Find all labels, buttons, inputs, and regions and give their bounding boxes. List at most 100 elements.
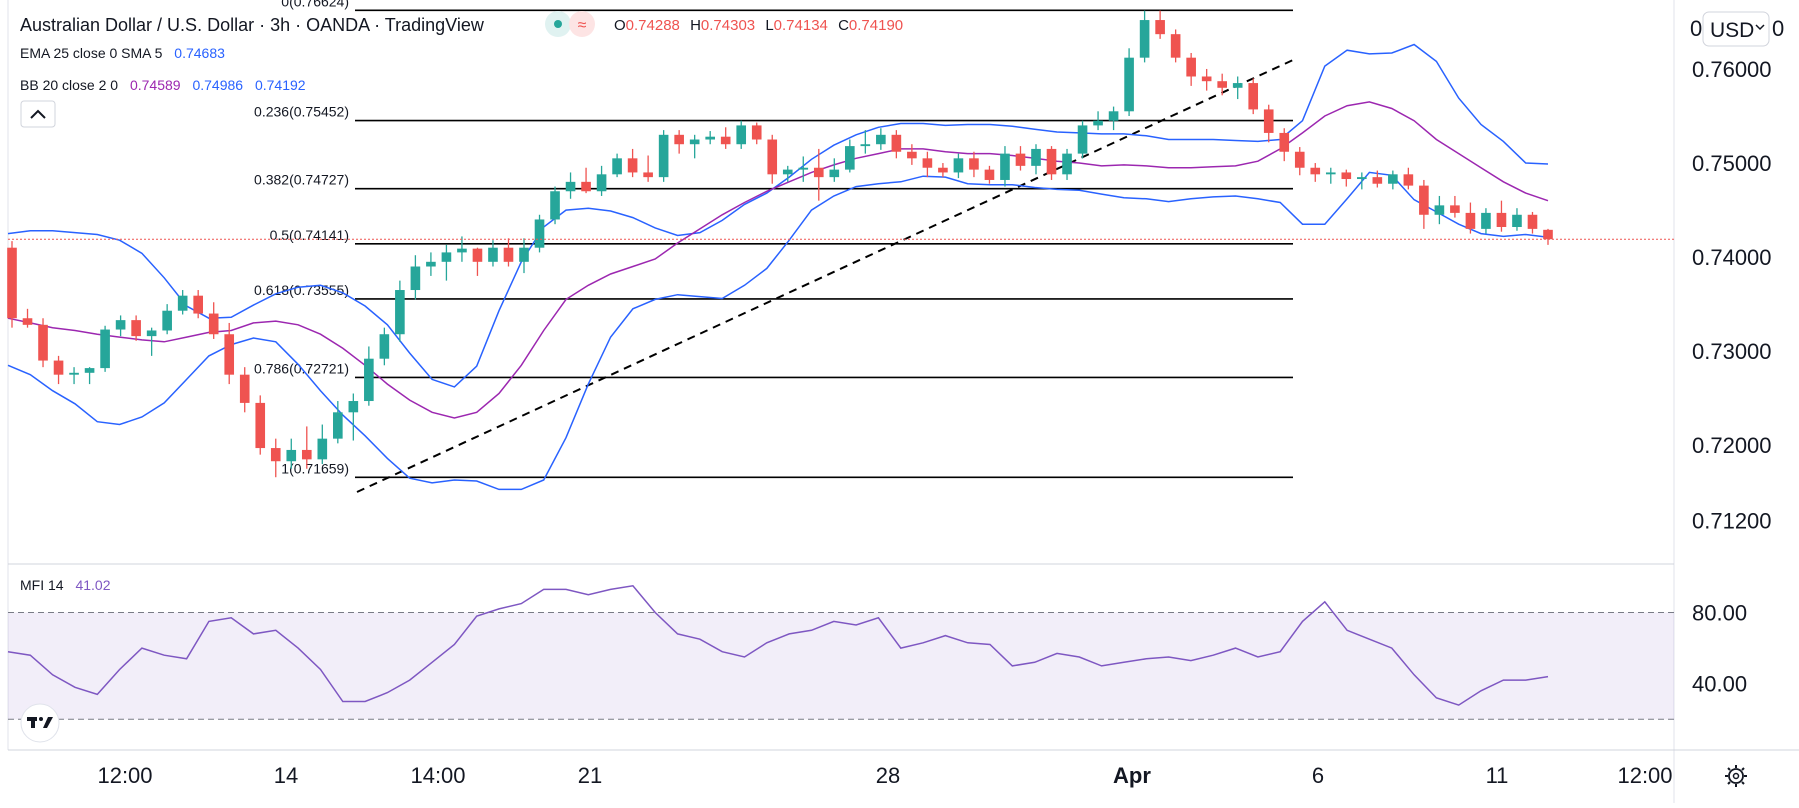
candle-body — [53, 360, 64, 375]
candle-body — [317, 438, 328, 460]
time-tick-label: 28 — [876, 763, 900, 788]
bb-upper-value: 0.74986 — [192, 77, 243, 93]
candle-body — [1062, 153, 1072, 175]
candle-body — [286, 449, 297, 462]
candle-body — [146, 330, 157, 337]
currency-button[interactable] — [1702, 11, 1770, 47]
candle-body — [38, 324, 48, 361]
candle-body — [301, 449, 312, 460]
candle-body — [410, 266, 421, 291]
collapse-legend-button[interactable] — [20, 100, 56, 128]
candle-body — [1000, 153, 1010, 180]
axis-edge-right-digit: 0 — [1772, 16, 1784, 41]
candle-body — [1031, 148, 1041, 166]
high-value: 0.74303 — [701, 17, 755, 34]
price-tick-label: 0.73000 — [1692, 339, 1772, 364]
mfi-axis: 80.00 40.00 — [1692, 601, 1747, 697]
symbol-title: Australian Dollar / U.S. Dollar · 3h · O… — [20, 15, 485, 35]
candle-body — [193, 295, 203, 314]
time-tick-label: Apr — [1113, 763, 1151, 788]
fib-level-label: 0.5(0.74141) — [270, 227, 349, 243]
price-tick-label: 0.71200 — [1692, 508, 1772, 533]
candle-body — [503, 247, 514, 262]
candle-body — [782, 169, 793, 175]
candle-body — [115, 320, 126, 330]
candle-body — [239, 374, 250, 403]
candle-body — [1155, 20, 1165, 35]
candle-body — [550, 191, 560, 220]
bb-lower-line — [7, 171, 1549, 491]
candle-body — [7, 247, 17, 319]
time-tick-label: 21 — [578, 763, 602, 788]
candle-body — [1543, 229, 1553, 240]
candle-body — [364, 358, 374, 402]
candle-body — [1201, 76, 1212, 82]
candle-body — [845, 146, 855, 170]
candle-body — [798, 167, 809, 170]
ema-label: EMA 25 close 0 SMA 5 — [20, 45, 163, 61]
mfi-legend[interactable]: MFI 14 41.02 — [20, 577, 111, 593]
fib-level-label: 1(0.71659) — [281, 460, 349, 476]
candle-body — [270, 448, 281, 462]
price-tick-label: 0.72000 — [1692, 433, 1772, 458]
candle-body — [1015, 153, 1026, 166]
ema-legend[interactable]: EMA 25 close 0 SMA 5 0.74683 — [20, 45, 225, 61]
time-tick-label: 12:00 — [97, 763, 152, 788]
candle-body — [1325, 172, 1336, 175]
fib-level-label: 0(0.76624) — [281, 0, 349, 9]
candle-body — [457, 248, 467, 253]
candle-body — [519, 247, 529, 262]
candle-body — [1294, 151, 1305, 168]
mfi-series-line — [7, 584, 1549, 706]
mfi-value: 41.02 — [75, 577, 110, 593]
bb-legend[interactable]: BB 20 close 2 0 0.74589 0.74986 0.74192 — [20, 77, 306, 93]
candle-body — [1465, 212, 1476, 229]
candle-body — [1139, 20, 1150, 58]
candle-body — [348, 401, 359, 413]
candle-body — [1403, 174, 1414, 186]
settings-gear-icon[interactable] — [1725, 765, 1747, 787]
candle-body — [689, 139, 700, 145]
bb-upper-line — [7, 43, 1549, 388]
candle-body — [1232, 83, 1243, 88]
low-value: 0.74134 — [774, 17, 828, 34]
candle-body — [860, 144, 871, 147]
candle-body — [767, 139, 778, 175]
market-open-dot-icon — [554, 20, 562, 28]
candle-body — [472, 248, 483, 262]
fib-level-label: 0.236(0.75452) — [254, 104, 349, 120]
fibonacci-retracement[interactable]: 0(0.76624) 0.236(0.75452) 0.382(0.74727) 0.… — [254, 0, 1293, 479]
candle-body — [488, 247, 498, 262]
mfi-tick-label: 40.00 — [1692, 672, 1747, 697]
candle-body — [534, 219, 545, 248]
candle-body — [612, 158, 622, 175]
candle-body — [922, 158, 933, 168]
candle-body — [643, 172, 653, 178]
candle-body — [705, 136, 715, 140]
currency-label: USD — [1710, 19, 1754, 42]
candle-body — [829, 169, 840, 178]
low-label: L — [765, 17, 773, 34]
candle-body — [1279, 132, 1290, 152]
fibonacci-trend-line[interactable] — [356, 59, 1294, 493]
candle-body — [333, 412, 343, 439]
candle-body — [720, 136, 731, 145]
candle-body — [84, 368, 95, 373]
candle-body — [969, 158, 979, 170]
price-axis[interactable]: 0.76000 0.75000 0.74000 0.73000 0.72000 0.712… — [1692, 57, 1772, 534]
candle-body — [658, 134, 669, 178]
candle-body — [596, 174, 607, 192]
price-tick-label: 0.74000 — [1692, 245, 1772, 270]
wave-badge — [569, 11, 595, 37]
candle-body — [1077, 125, 1088, 154]
candle-body — [581, 181, 591, 192]
time-axis[interactable]: 12:00 14 14:00 21 28 Apr 6 11 12:00 — [97, 763, 1672, 788]
tradingview-logo-badge[interactable] — [20, 703, 60, 743]
candle-body — [938, 167, 948, 173]
candle-body — [1341, 172, 1352, 180]
candle-body — [1093, 120, 1103, 126]
candle-body — [813, 167, 824, 178]
candle-body — [426, 261, 436, 267]
